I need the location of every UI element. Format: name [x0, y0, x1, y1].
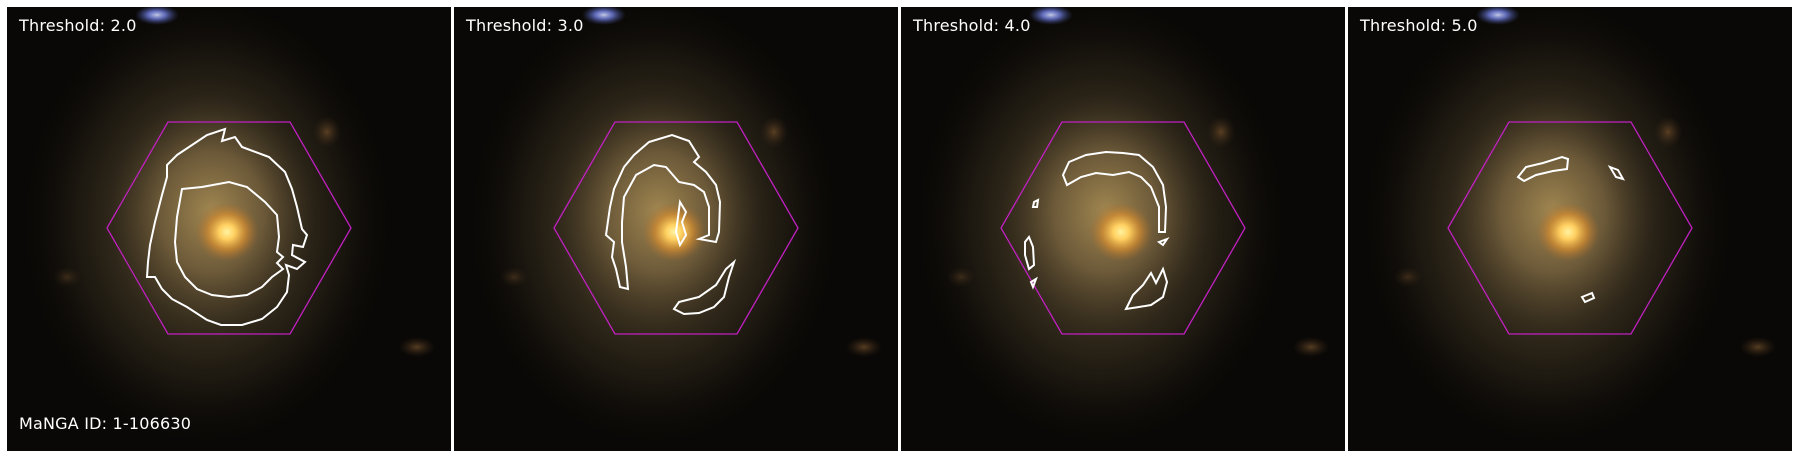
galaxy-id-label: MaNGA ID: 1-106630: [19, 414, 192, 433]
contour-line: [1607, 165, 1626, 181]
galaxy-image: [454, 7, 898, 451]
contour-line: [1580, 291, 1596, 304]
contour-line: [1156, 236, 1170, 247]
contour-line: [1029, 276, 1038, 290]
contour-line: [1516, 155, 1570, 183]
manga-hexagon: [1447, 121, 1693, 335]
manga-hexagon: [553, 121, 799, 335]
contour-line: [1024, 235, 1036, 271]
contour-line: [1124, 266, 1169, 311]
threshold-label: Threshold: 2.0: [19, 16, 137, 35]
galaxy-image: [901, 7, 1345, 451]
galaxy-image: [1348, 7, 1792, 451]
contour-line: [1031, 198, 1040, 208]
galaxy-panel-threshold-4: Threshold: 4.0: [901, 7, 1345, 451]
contour-line: [1061, 150, 1168, 233]
galaxy-image: [7, 7, 451, 451]
contour-line: [672, 258, 737, 316]
contour-line: [145, 127, 309, 326]
threshold-label: Threshold: 3.0: [466, 16, 584, 35]
manga-hexagon: [1000, 121, 1246, 335]
galaxy-panel-threshold-5: Threshold: 5.0: [1348, 7, 1792, 451]
contour-line: [604, 133, 722, 291]
galaxy-panel-threshold-2: Threshold: 2.0 MaNGA ID: 1-106630: [7, 7, 451, 451]
contour-line: [674, 199, 688, 248]
threshold-label: Threshold: 4.0: [913, 16, 1031, 35]
manga-hexagon: [106, 121, 352, 335]
galaxy-panel-threshold-3: Threshold: 3.0: [454, 7, 898, 451]
threshold-label: Threshold: 5.0: [1360, 16, 1478, 35]
contour-line: [173, 180, 285, 299]
